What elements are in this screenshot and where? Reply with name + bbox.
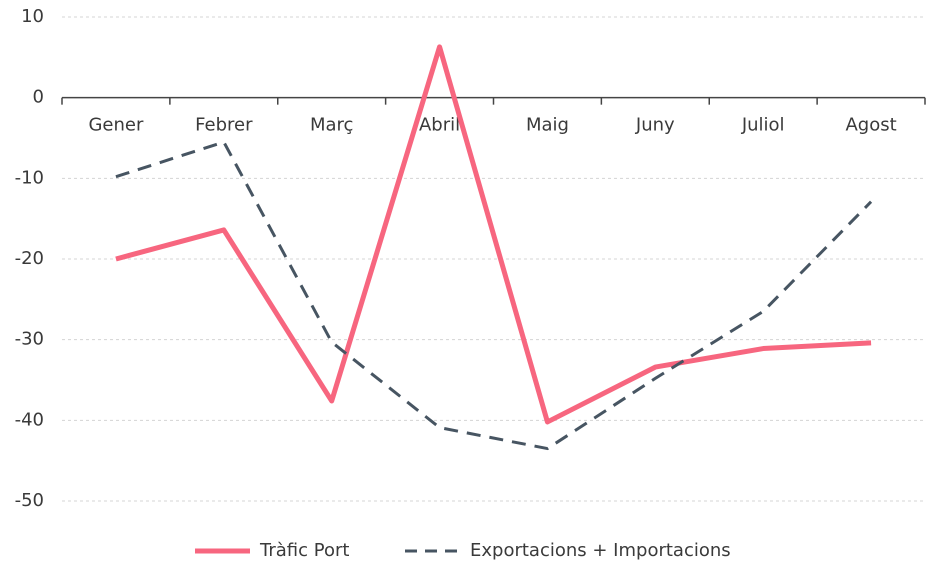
x-tick-label: Abril xyxy=(419,115,460,136)
y-tick-label: -50 xyxy=(15,490,44,511)
x-tick-label: Juny xyxy=(635,115,675,136)
y-tick-label: -10 xyxy=(15,167,44,188)
series-line xyxy=(115,44,872,425)
y-tick-label: -30 xyxy=(15,329,44,350)
y-tick-label: -20 xyxy=(15,248,44,269)
x-tick-label: Agost xyxy=(845,115,896,136)
legend-label: Tràfic Port xyxy=(259,540,349,561)
y-tick-label: 10 xyxy=(21,6,44,27)
x-tick-label: Maig xyxy=(526,115,569,136)
x-tick-label: Gener xyxy=(88,115,144,136)
legend-label: Exportacions + Importacions xyxy=(470,540,731,561)
series-line xyxy=(115,140,873,451)
x-tick-label: Març xyxy=(310,115,353,136)
x-tick-label: Febrer xyxy=(195,115,253,136)
y-tick-label: -40 xyxy=(15,409,44,430)
x-tick-label: Juliol xyxy=(741,115,785,136)
y-tick-label: 0 xyxy=(33,87,44,108)
